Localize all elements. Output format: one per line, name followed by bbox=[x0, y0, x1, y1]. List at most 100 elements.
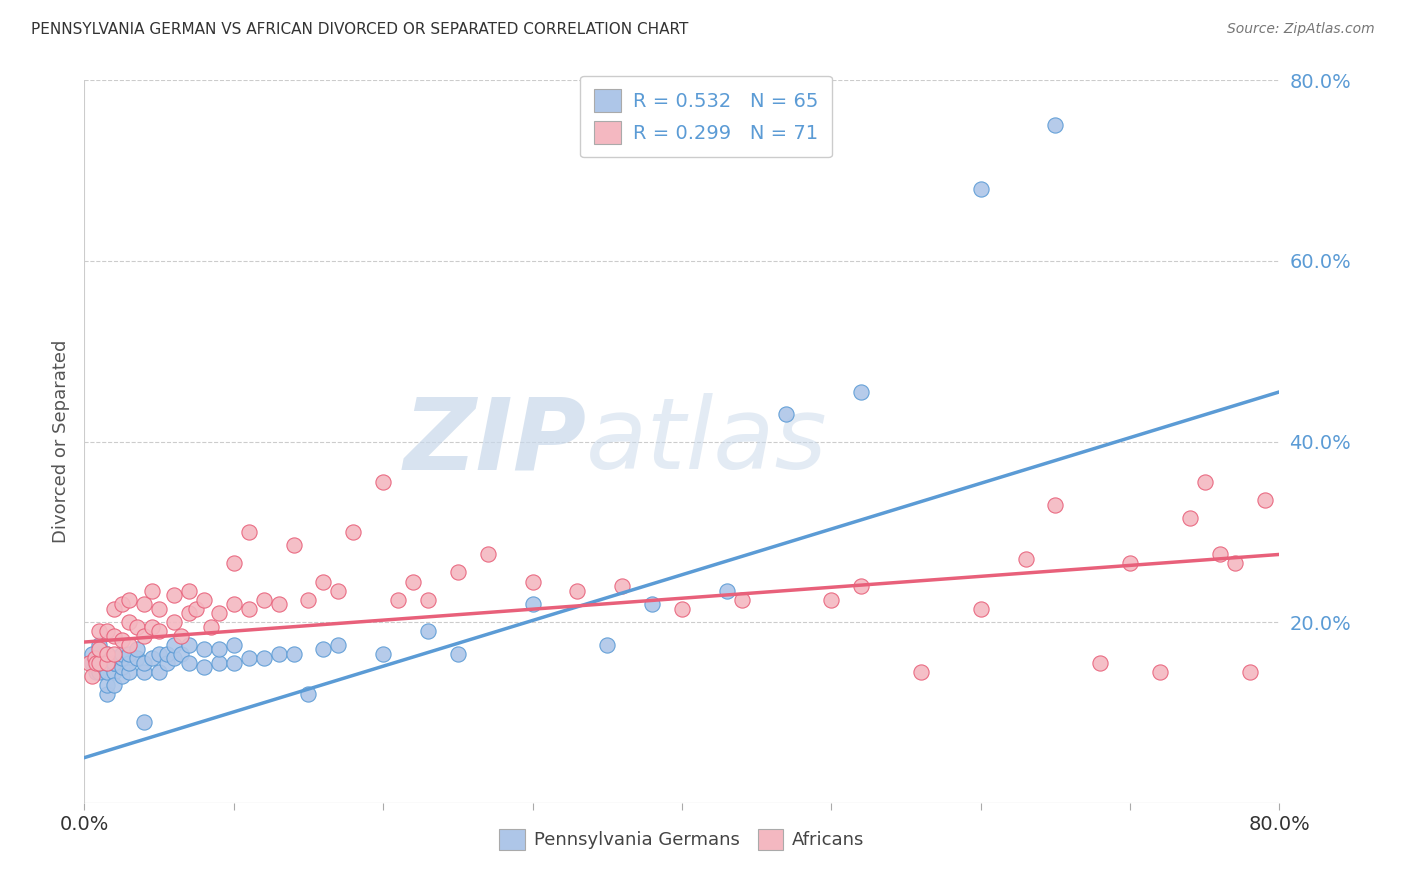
Point bbox=[103, 665, 125, 679]
Point bbox=[111, 597, 134, 611]
Point bbox=[89, 656, 111, 670]
Point bbox=[111, 651, 134, 665]
Point bbox=[103, 678, 125, 692]
Point bbox=[193, 642, 215, 657]
Point bbox=[96, 656, 118, 670]
Point bbox=[148, 665, 170, 679]
Point bbox=[970, 182, 993, 196]
Point bbox=[163, 651, 186, 665]
Point bbox=[222, 638, 245, 652]
Point bbox=[148, 601, 170, 615]
Point bbox=[1119, 557, 1142, 571]
Point bbox=[208, 656, 231, 670]
Point bbox=[416, 624, 439, 639]
Point bbox=[238, 601, 260, 615]
Point bbox=[970, 601, 993, 615]
Point bbox=[148, 624, 170, 639]
Point bbox=[1239, 665, 1261, 679]
Point bbox=[222, 557, 245, 571]
Point bbox=[238, 651, 260, 665]
Point bbox=[851, 384, 873, 399]
Point bbox=[103, 629, 125, 643]
Point bbox=[103, 656, 125, 670]
Point bbox=[612, 579, 634, 593]
Point bbox=[96, 678, 118, 692]
Text: Source: ZipAtlas.com: Source: ZipAtlas.com bbox=[1227, 22, 1375, 37]
Point bbox=[402, 574, 425, 589]
Point bbox=[96, 656, 118, 670]
Point bbox=[641, 597, 664, 611]
Point bbox=[103, 647, 125, 661]
Point bbox=[820, 592, 842, 607]
Point bbox=[416, 592, 439, 607]
Point bbox=[163, 638, 186, 652]
Point bbox=[373, 647, 395, 661]
Point bbox=[328, 583, 350, 598]
Point bbox=[447, 566, 470, 580]
Text: ZIP: ZIP bbox=[404, 393, 586, 490]
Point bbox=[1014, 552, 1036, 566]
Point bbox=[163, 588, 186, 602]
Point bbox=[170, 629, 193, 643]
Point bbox=[297, 592, 319, 607]
Point bbox=[477, 548, 499, 562]
Point bbox=[193, 592, 215, 607]
Point bbox=[141, 651, 163, 665]
Point bbox=[267, 597, 290, 611]
Point bbox=[222, 597, 245, 611]
Point bbox=[89, 665, 111, 679]
Point bbox=[132, 714, 156, 729]
Point bbox=[118, 592, 141, 607]
Point bbox=[155, 647, 177, 661]
Point bbox=[328, 638, 350, 652]
Point bbox=[80, 669, 103, 683]
Point bbox=[125, 651, 148, 665]
Point bbox=[1149, 665, 1171, 679]
Point bbox=[103, 601, 125, 615]
Point bbox=[208, 606, 231, 620]
Point bbox=[522, 597, 544, 611]
Point bbox=[86, 656, 108, 670]
Point bbox=[132, 629, 156, 643]
Point bbox=[1090, 656, 1112, 670]
Point bbox=[89, 642, 111, 657]
Point bbox=[132, 656, 156, 670]
Point bbox=[186, 601, 208, 615]
Point bbox=[522, 574, 544, 589]
Point bbox=[1194, 475, 1216, 490]
Point bbox=[83, 656, 105, 670]
Point bbox=[253, 592, 276, 607]
Point bbox=[200, 620, 222, 634]
Point bbox=[267, 647, 290, 661]
Legend: Pennsylvania Germans, Africans: Pennsylvania Germans, Africans bbox=[491, 820, 873, 859]
Point bbox=[177, 638, 200, 652]
Point bbox=[297, 687, 319, 701]
Point bbox=[141, 583, 163, 598]
Point bbox=[103, 656, 125, 670]
Text: atlas: atlas bbox=[586, 393, 828, 490]
Point bbox=[80, 647, 103, 661]
Point bbox=[118, 656, 141, 670]
Point bbox=[373, 475, 395, 490]
Point bbox=[1223, 557, 1246, 571]
Point bbox=[155, 656, 177, 670]
Point bbox=[111, 660, 134, 674]
Point bbox=[83, 651, 105, 665]
Point bbox=[96, 624, 118, 639]
Point bbox=[1209, 548, 1232, 562]
Point bbox=[193, 660, 215, 674]
Point bbox=[96, 665, 118, 679]
Point bbox=[447, 647, 470, 661]
Point bbox=[716, 583, 738, 598]
Point bbox=[387, 592, 409, 607]
Point bbox=[177, 606, 200, 620]
Point bbox=[132, 665, 156, 679]
Y-axis label: Divorced or Separated: Divorced or Separated bbox=[52, 340, 70, 543]
Point bbox=[731, 592, 754, 607]
Point bbox=[148, 647, 170, 661]
Point bbox=[312, 574, 335, 589]
Point bbox=[1178, 511, 1201, 525]
Point bbox=[118, 638, 141, 652]
Point bbox=[89, 624, 111, 639]
Point bbox=[671, 601, 693, 615]
